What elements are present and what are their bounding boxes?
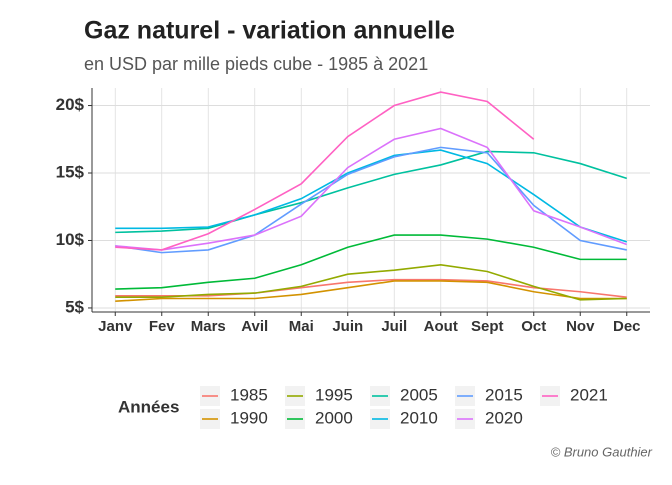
legend-label: 2005 bbox=[400, 385, 438, 404]
legend-label: 2000 bbox=[315, 408, 353, 427]
y-tick-label: 20$ bbox=[56, 95, 85, 114]
legend-label: 1990 bbox=[230, 408, 268, 427]
chart-title: Gaz naturel - variation annuelle bbox=[84, 17, 455, 45]
y-tick-label: 15$ bbox=[56, 162, 85, 181]
x-tick-label: Aout bbox=[424, 318, 458, 335]
series-line bbox=[115, 150, 627, 234]
x-tick-label: Juil bbox=[381, 318, 407, 335]
x-tick-label: Dec bbox=[613, 318, 641, 335]
legend-title: Années bbox=[118, 397, 179, 416]
series-line bbox=[115, 263, 627, 301]
y-tick-label: 10$ bbox=[56, 230, 85, 249]
caption: © Bruno Gauthier bbox=[551, 444, 653, 459]
x-tick-label: Nov bbox=[566, 318, 595, 335]
x-tick-label: Mars bbox=[191, 318, 226, 335]
series-line bbox=[115, 280, 627, 303]
series-line bbox=[115, 127, 628, 251]
x-tick-label: Sept bbox=[471, 318, 504, 335]
x-tick-label: Juin bbox=[332, 318, 363, 335]
legend-label: 1995 bbox=[315, 385, 353, 404]
legend-label: 2010 bbox=[400, 408, 438, 427]
series-line bbox=[115, 146, 627, 254]
x-tick-label: Avil bbox=[241, 318, 268, 335]
series-line bbox=[115, 234, 627, 290]
chart-subtitle: en USD par mille pieds cube - 1985 à 202… bbox=[84, 54, 428, 74]
x-tick-label: Mai bbox=[289, 318, 314, 335]
series-line bbox=[115, 149, 627, 243]
legend-label: 1985 bbox=[230, 385, 268, 404]
legend-label: 2021 bbox=[570, 385, 608, 404]
y-tick-label: 5$ bbox=[65, 297, 84, 316]
x-tick-label: Fev bbox=[149, 318, 176, 335]
series-line bbox=[115, 91, 535, 251]
legend-label: 2015 bbox=[485, 385, 523, 404]
x-tick-label: Oct bbox=[521, 318, 546, 335]
x-tick-label: Janv bbox=[98, 318, 133, 335]
legend-label: 2020 bbox=[485, 408, 523, 427]
